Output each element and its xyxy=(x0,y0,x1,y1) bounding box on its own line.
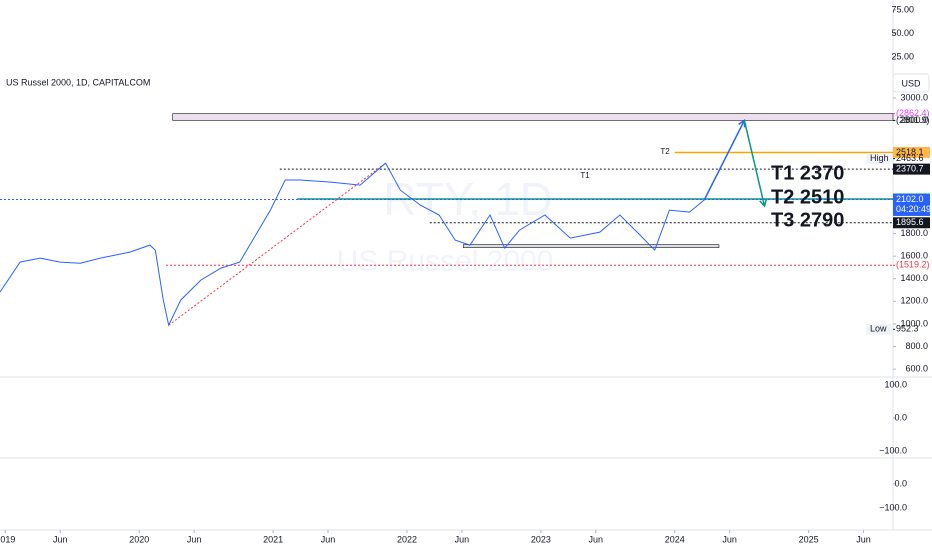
currency[interactable]: USD xyxy=(901,78,921,88)
arrow-head xyxy=(738,119,746,128)
marker-label: T2 xyxy=(660,147,670,156)
y-tick-label: 600.0 xyxy=(905,363,928,373)
price-label: 2370.7 xyxy=(896,163,924,173)
watermark-name: US Russel 2000 xyxy=(337,245,554,278)
pane-tick-label: 100.0 xyxy=(884,379,907,389)
price-label: 952.3 xyxy=(896,324,919,334)
price-label-bg xyxy=(893,146,930,158)
price-label: 1895.6 xyxy=(896,217,924,227)
x-tick-label: 2019 xyxy=(0,534,15,544)
y2-tick-label: 25.00 xyxy=(891,51,914,61)
y-tick-label: 3000.0 xyxy=(900,92,928,102)
y2-tick-label: 75.00 xyxy=(891,4,914,14)
pane-tick-label: 0.0 xyxy=(894,478,907,488)
tag-bg xyxy=(866,323,892,335)
x-tick-label: 2021 xyxy=(263,534,283,544)
y2-tick-label: 50.00 xyxy=(891,28,914,38)
annotation: T3 2790 xyxy=(771,209,844,231)
y-tick-label: 1200.0 xyxy=(900,296,928,306)
pane-tick-label: 0.0 xyxy=(894,412,907,422)
pane-tick-label: −100.0 xyxy=(879,445,907,455)
x-tick-label: Jun xyxy=(589,534,604,544)
x-tick-label: Jun xyxy=(53,534,68,544)
x-tick-label: 2020 xyxy=(129,534,149,544)
projection-arrow xyxy=(743,120,766,207)
x-tick-label: 2023 xyxy=(531,534,551,544)
x-tick-label: Jun xyxy=(187,534,202,544)
price-label: 2102.0 xyxy=(896,194,924,204)
tag-bg xyxy=(866,153,892,165)
price-label-bg xyxy=(893,163,930,175)
zone xyxy=(462,244,720,248)
projection-arrow xyxy=(703,120,746,201)
y-tick-label: 2800.0 xyxy=(900,115,928,125)
y-tick-label: 1400.0 xyxy=(900,273,928,283)
price-label: 2463.6 xyxy=(896,153,924,163)
price-label: (2801.9) xyxy=(896,115,930,125)
price-tag: Low xyxy=(870,324,887,334)
x-tick-label: Jun xyxy=(856,534,871,544)
annotation: T1 2370 xyxy=(771,162,844,184)
marker-label: T1 xyxy=(580,171,590,180)
price-label-bg xyxy=(893,217,930,229)
zone xyxy=(172,113,894,121)
x-tick-label: Jun xyxy=(455,534,470,544)
x-tick-label: Jun xyxy=(722,534,737,544)
x-tick-label: 2024 xyxy=(665,534,685,544)
currency-button[interactable] xyxy=(892,73,930,93)
y-tick-label: 1000.0 xyxy=(900,318,928,328)
price-label: 2518.1 xyxy=(896,147,924,157)
pane-tick-label: −100.0 xyxy=(879,502,907,512)
trendline xyxy=(168,162,386,326)
chart-title: US Russel 2000, 1D, CAPITALCOM xyxy=(6,77,150,87)
x-tick-label: 2022 xyxy=(397,534,417,544)
price-label: (1519.2) xyxy=(896,260,930,270)
y-tick-label: 1800.0 xyxy=(900,228,928,238)
annotation: T2 2510 xyxy=(771,186,844,208)
price-label: (2862.4) xyxy=(896,108,930,118)
price-tag: High xyxy=(870,153,889,163)
arrow-head xyxy=(759,199,768,208)
price-line xyxy=(0,162,705,327)
y-tick-label: 800.0 xyxy=(905,341,928,351)
countdown: 04:20:49 xyxy=(896,204,931,214)
price-label-bg xyxy=(893,193,930,216)
x-tick-label: 2025 xyxy=(799,534,819,544)
y-tick-label: 1600.0 xyxy=(900,251,928,261)
x-tick-label: Jun xyxy=(321,534,336,544)
